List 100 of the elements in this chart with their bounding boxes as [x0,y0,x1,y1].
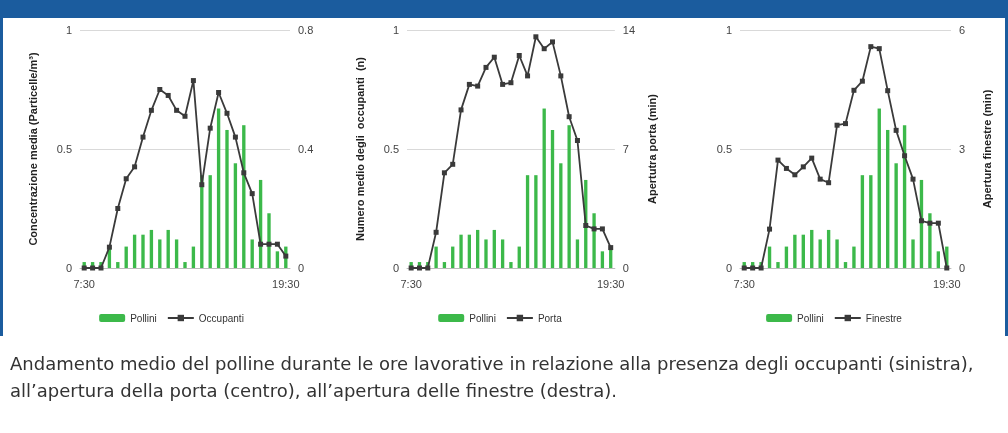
bar [567,125,571,268]
x-tick-label: 7:30 [73,277,95,290]
point [558,73,564,79]
y2-axis-title: Apertura finestre (min) [980,89,993,209]
bar [600,251,605,268]
y-tick-label: 1 [65,24,72,36]
bar [534,175,538,268]
point [599,226,605,232]
point [475,83,481,89]
bar [116,262,120,268]
point [550,39,556,45]
bar [141,234,145,268]
point [123,176,129,182]
point [500,81,506,87]
bar [936,251,941,268]
point [876,46,882,52]
point [608,245,614,251]
bar [500,239,505,268]
point [775,157,781,163]
x-tick-label: 19:30 [933,277,961,290]
x-tick-label: 7:30 [733,277,755,290]
bar [183,262,187,268]
bar [484,239,488,268]
point [266,241,272,247]
point [483,64,489,70]
bar [592,213,596,268]
x-tick-label: 7:30 [400,277,422,290]
point [508,80,514,86]
legend-label: Pollini [797,312,824,324]
point [132,164,138,170]
y2-tick-label: 0 [298,262,305,274]
bar [911,239,915,268]
y-tick-label: 1 [725,24,732,36]
bar [559,163,563,268]
point [433,229,439,235]
point [893,127,899,133]
y2-axis-title: Apertutra porta (min) [645,93,658,204]
y-tick-label: 0 [725,262,732,274]
bar [476,229,480,268]
point [224,110,230,116]
point [826,180,832,186]
y-tick-label: 0 [392,262,399,274]
bar [869,175,873,268]
point [533,34,539,40]
legend-label: Occupanti [198,312,244,324]
bar [509,262,513,268]
point [591,226,597,232]
point [910,176,916,182]
point [902,153,908,159]
y-tick-label: 0.5 [383,143,399,155]
point [525,73,531,79]
point [767,226,773,232]
point [516,53,522,58]
point [843,121,848,127]
point [140,134,146,140]
point [258,241,264,247]
point [182,113,188,119]
bar [225,129,229,268]
bar [928,213,932,268]
y-tick-label: 1 [392,24,399,36]
x-tick-label: 19:30 [596,277,625,290]
bar [818,239,822,268]
point [935,220,941,226]
bar [575,239,580,268]
y2-tick-label: 14 [622,24,636,36]
legend-label: Porta [537,312,563,324]
bar [442,262,447,268]
y2-tick-label: 0 [959,262,966,274]
point [232,134,238,140]
point [157,87,163,92]
point [491,54,497,60]
point [450,161,456,167]
bar [158,239,162,268]
y2-tick-label: 3 [959,143,966,155]
bar [894,163,898,268]
bar [267,213,271,268]
point [466,81,472,87]
bar [459,234,463,268]
y-tick-label: 0.5 [56,143,72,155]
point [583,223,589,228]
bar [852,246,856,268]
bar [275,251,280,268]
point [207,125,213,131]
legend-label: Finestre [865,312,903,324]
point [800,164,806,170]
point [441,170,447,176]
point [249,191,255,197]
x-tick-label: 19:30 [272,277,300,290]
point [274,241,280,247]
point [458,107,464,113]
point [283,253,289,259]
y2-tick-label: 6 [959,24,966,36]
y-tick-label: 0.5 [716,143,732,155]
point [541,46,547,52]
point [199,182,205,188]
point [885,88,891,94]
point [927,220,933,226]
bar [843,262,848,268]
point [809,155,815,161]
y2-tick-label: 0.4 [298,143,314,155]
